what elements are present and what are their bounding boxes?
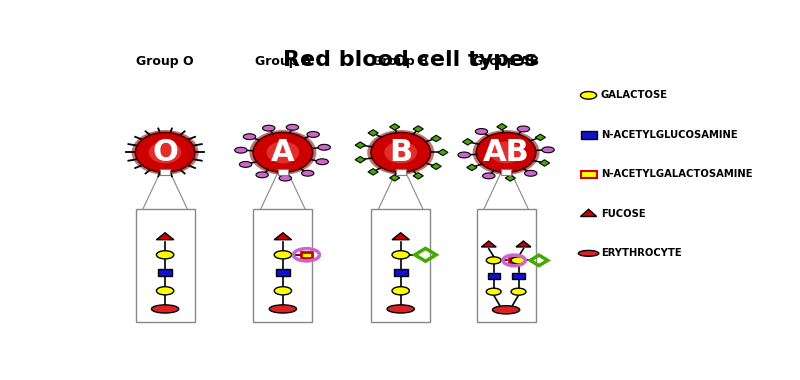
Polygon shape: [413, 173, 423, 179]
Polygon shape: [368, 169, 378, 175]
Bar: [136, 209, 194, 322]
Circle shape: [486, 257, 501, 264]
Polygon shape: [274, 233, 291, 240]
Circle shape: [392, 287, 410, 295]
Polygon shape: [466, 164, 477, 171]
Polygon shape: [355, 157, 366, 163]
Circle shape: [475, 128, 488, 135]
Bar: [394, 269, 407, 275]
Circle shape: [316, 159, 328, 165]
Circle shape: [511, 288, 526, 295]
Ellipse shape: [473, 130, 539, 175]
Polygon shape: [505, 175, 515, 181]
Circle shape: [525, 170, 537, 176]
Ellipse shape: [371, 133, 430, 172]
Circle shape: [511, 257, 526, 264]
Circle shape: [256, 172, 268, 178]
Text: Group A: Group A: [254, 55, 311, 68]
Bar: [278, 169, 288, 175]
Ellipse shape: [490, 141, 522, 163]
Text: N-ACETYLGALACTOSAMINE: N-ACETYLGALACTOSAMINE: [601, 169, 753, 179]
Bar: [509, 258, 519, 263]
Ellipse shape: [270, 305, 297, 313]
Circle shape: [262, 125, 275, 131]
Polygon shape: [413, 126, 423, 132]
Bar: [487, 273, 500, 279]
Ellipse shape: [135, 133, 195, 172]
Circle shape: [274, 251, 291, 259]
Circle shape: [581, 92, 597, 99]
Bar: [301, 252, 312, 258]
Circle shape: [307, 131, 319, 138]
Circle shape: [486, 288, 501, 295]
Circle shape: [518, 126, 530, 132]
Text: O: O: [152, 138, 178, 167]
Circle shape: [279, 175, 291, 181]
Bar: [501, 169, 511, 175]
Circle shape: [157, 251, 174, 259]
Circle shape: [318, 144, 330, 150]
Ellipse shape: [149, 141, 182, 163]
Bar: [581, 131, 597, 139]
Text: GALACTOSE: GALACTOSE: [601, 90, 668, 100]
Bar: [396, 169, 406, 175]
Circle shape: [286, 124, 298, 130]
Polygon shape: [516, 241, 531, 247]
Bar: [158, 269, 172, 275]
Ellipse shape: [250, 130, 316, 175]
Polygon shape: [535, 134, 546, 141]
Text: AB: AB: [482, 138, 530, 167]
Ellipse shape: [384, 141, 417, 163]
Ellipse shape: [132, 130, 198, 175]
Polygon shape: [368, 130, 378, 136]
Polygon shape: [497, 124, 507, 130]
Ellipse shape: [266, 141, 299, 163]
Text: FUCOSE: FUCOSE: [601, 209, 646, 219]
Circle shape: [274, 287, 291, 295]
Polygon shape: [157, 233, 174, 240]
Circle shape: [243, 134, 256, 139]
Circle shape: [482, 173, 495, 179]
Polygon shape: [438, 149, 448, 156]
Circle shape: [234, 147, 247, 153]
Ellipse shape: [387, 305, 414, 313]
Polygon shape: [539, 160, 550, 166]
Polygon shape: [581, 209, 597, 217]
Circle shape: [392, 251, 410, 259]
Bar: [477, 209, 535, 322]
Text: Group AB: Group AB: [473, 55, 539, 68]
Ellipse shape: [367, 130, 434, 175]
Bar: [276, 269, 290, 275]
Text: Group O: Group O: [136, 55, 194, 68]
Polygon shape: [462, 139, 473, 145]
Bar: [160, 169, 170, 175]
Polygon shape: [482, 241, 496, 247]
Ellipse shape: [493, 306, 520, 314]
Text: N-ACETYLGLUCOSAMINE: N-ACETYLGLUCOSAMINE: [601, 130, 738, 140]
Polygon shape: [390, 175, 400, 181]
Bar: [254, 209, 312, 322]
Circle shape: [302, 170, 314, 176]
Polygon shape: [431, 135, 442, 142]
Ellipse shape: [253, 133, 313, 172]
Text: A: A: [271, 138, 294, 167]
Circle shape: [239, 162, 252, 167]
Bar: [371, 209, 430, 322]
Text: ERYTHROCYTE: ERYTHROCYTE: [601, 249, 682, 258]
Text: Red blood cell types: Red blood cell types: [283, 50, 537, 70]
Bar: [581, 171, 597, 178]
Ellipse shape: [476, 133, 536, 172]
Bar: [512, 273, 525, 279]
Polygon shape: [390, 124, 400, 130]
Ellipse shape: [151, 305, 178, 313]
Circle shape: [157, 287, 174, 295]
Text: Group B: Group B: [373, 55, 429, 68]
Circle shape: [458, 152, 470, 158]
Ellipse shape: [578, 250, 598, 256]
Circle shape: [542, 147, 554, 153]
Text: B: B: [389, 138, 412, 167]
Polygon shape: [392, 233, 410, 240]
Polygon shape: [355, 142, 366, 148]
Polygon shape: [431, 163, 442, 169]
